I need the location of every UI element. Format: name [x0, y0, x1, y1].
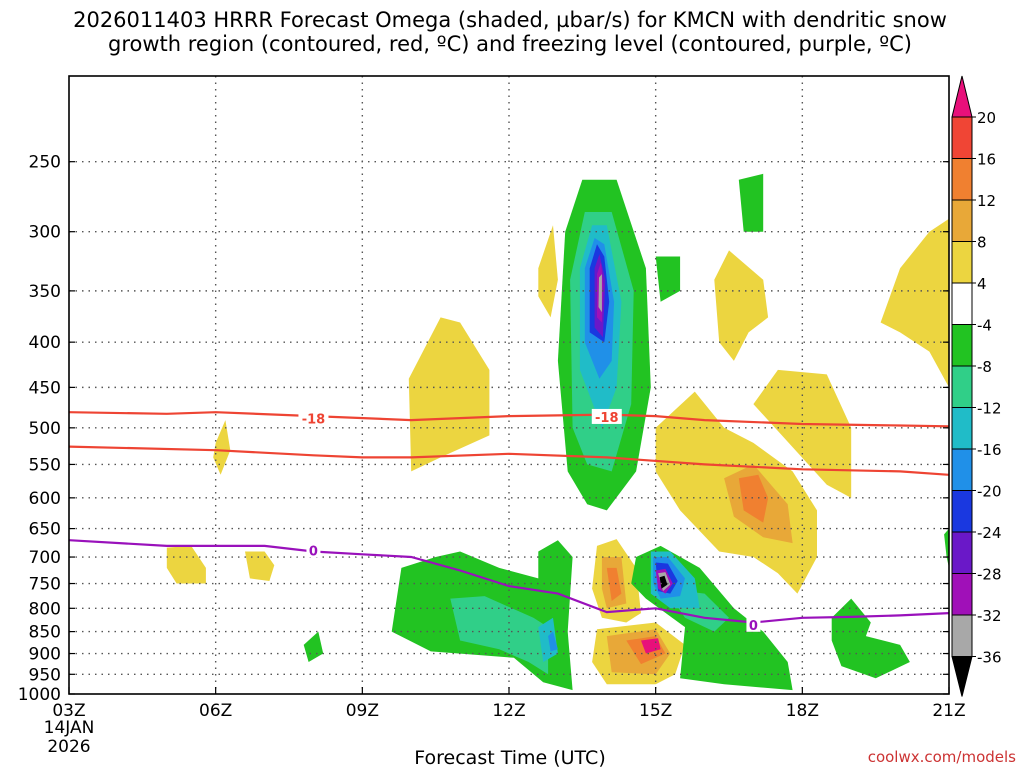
- chart-title-line1: 2026011403 HRRR Forecast Omega (shaded, …: [73, 8, 947, 32]
- colorbar-label--32: -32: [977, 607, 1002, 625]
- omega-region-23: [831, 598, 910, 679]
- contour-labels: -18 -18 0 0: [298, 408, 761, 634]
- date-label-day: 14JAN: [44, 718, 95, 738]
- colorbar-label-16: 16: [977, 151, 996, 169]
- omega-region-20: [738, 173, 764, 232]
- omega-shading: [166, 173, 949, 691]
- omega-region-6: [714, 250, 769, 361]
- contour-label-bg-2-1: [746, 616, 761, 632]
- y-tick-label-700: 700: [29, 548, 61, 568]
- y-tick-label-900: 900: [29, 645, 61, 665]
- omega-region-15: [606, 567, 622, 601]
- contour-line-2: [69, 539, 949, 624]
- colorbar-label-12: 12: [977, 192, 996, 210]
- omega-region-27: [450, 596, 549, 675]
- y-tick-label-800: 800: [29, 599, 61, 619]
- colorbar: 20 16 12 8 4 -4 -8 -12 -16 -20 -24 -28 -32 -36: [951, 75, 1002, 697]
- y-axis-ticks: 2503003504004505005506006507007508008509…: [18, 153, 949, 705]
- colorbar-swatch-13: [951, 614, 973, 657]
- x-axis-label: Forecast Time (UTC): [414, 747, 605, 768]
- contour-label-0-1: -18: [595, 411, 619, 426]
- y-tick-label-650: 650: [29, 520, 61, 540]
- omega-region-42: [659, 575, 668, 589]
- y-tick-label-1000: 1000: [18, 685, 61, 705]
- x-tick-label-18Z: 18Z: [786, 701, 819, 721]
- colorbar-swatch-8: [951, 407, 973, 450]
- omega-region-1: [213, 420, 231, 475]
- colorbar-label--36: -36: [977, 649, 1002, 667]
- colorbar-label-8: 8: [977, 234, 987, 252]
- y-tick-label-600: 600: [29, 489, 61, 509]
- contour-label-bg-2-0: [306, 542, 321, 558]
- x-tick-label-03Z: 03Z: [52, 701, 85, 721]
- colorbar-label--12: -12: [977, 400, 1002, 418]
- y-tick-label-300: 300: [29, 223, 61, 243]
- omega-region-14: [738, 474, 769, 523]
- y-tick-label-950: 950: [29, 665, 61, 685]
- omega-region-4: [538, 225, 558, 318]
- y-tick-label-250: 250: [29, 153, 61, 173]
- omega-region-3: [408, 317, 490, 472]
- colorbar-swatch-bottom: [951, 656, 973, 697]
- colorbar-swatch-10: [951, 490, 973, 533]
- colorbar-swatch-11: [951, 531, 973, 574]
- y-tick-label-750: 750: [29, 575, 61, 595]
- omega-region-8: [880, 218, 949, 388]
- omega-region-25: [944, 528, 949, 568]
- contour-label-bg-0-0: [298, 410, 329, 426]
- x-tick-label-21Z: 21Z: [932, 701, 965, 721]
- colorbar-swatch-5: [951, 282, 973, 325]
- y-tick-label-850: 850: [29, 623, 61, 643]
- credit-text: coolwx.com/models: [868, 748, 1016, 766]
- x-tick-label-15Z: 15Z: [639, 701, 672, 721]
- contour-label-bg-0-1: [591, 408, 622, 424]
- colorbar-label--24: -24: [977, 524, 1002, 542]
- contour-line-0: [69, 411, 949, 428]
- colorbar-swatch-1: [951, 116, 973, 159]
- omega-region-24: [303, 631, 324, 662]
- gridlines: [69, 76, 949, 694]
- colorbar-label--4: -4: [977, 317, 992, 335]
- omega-region-30: [538, 617, 558, 662]
- omega-region-0: [166, 545, 206, 584]
- colorbar-swatch-7: [951, 365, 973, 408]
- colorbar-label--20: -20: [977, 483, 1002, 501]
- colorbar-swatch-3: [951, 199, 973, 242]
- y-tick-label-450: 450: [29, 378, 61, 398]
- colorbar-swatch-2: [951, 158, 973, 201]
- contour-label-2-1: 0: [749, 619, 758, 634]
- contour-line-1: [69, 445, 949, 476]
- x-tick-label-09Z: 09Z: [346, 701, 379, 721]
- y-tick-label-550: 550: [29, 455, 61, 475]
- omega-region-40: [598, 274, 602, 313]
- omega-region-2: [245, 551, 275, 581]
- omega-region-33: [548, 631, 558, 652]
- colorbar-swatch-4: [951, 241, 973, 284]
- x-tick-label-12Z: 12Z: [492, 701, 525, 721]
- x-tick-label-06Z: 06Z: [199, 701, 232, 721]
- colorbar-swatch-12: [951, 573, 973, 616]
- colorbar-label--8: -8: [977, 358, 992, 376]
- colorbar-label--28: -28: [977, 566, 1002, 584]
- y-tick-label-400: 400: [29, 333, 61, 353]
- chart-title-line2: growth region (contoured, red, ºC) and f…: [108, 32, 912, 56]
- colorbar-label-20: 20: [977, 109, 996, 127]
- colorbar-swatch-6: [951, 324, 973, 367]
- colorbar-swatch-9: [951, 448, 973, 491]
- y-tick-label-350: 350: [29, 282, 61, 302]
- x-axis-ticks: 03Z 06Z 09Z 12Z 15Z 18Z 21Z: [52, 687, 966, 721]
- colorbar-label--16: -16: [977, 441, 1002, 459]
- date-label-year: 2026: [47, 737, 90, 757]
- colorbar-label-4: 4: [977, 275, 987, 293]
- temperature-contours: [69, 411, 949, 624]
- y-tick-label-500: 500: [29, 419, 61, 439]
- contour-label-0-0: -18: [302, 413, 326, 428]
- contour-label-2-0: 0: [309, 544, 318, 559]
